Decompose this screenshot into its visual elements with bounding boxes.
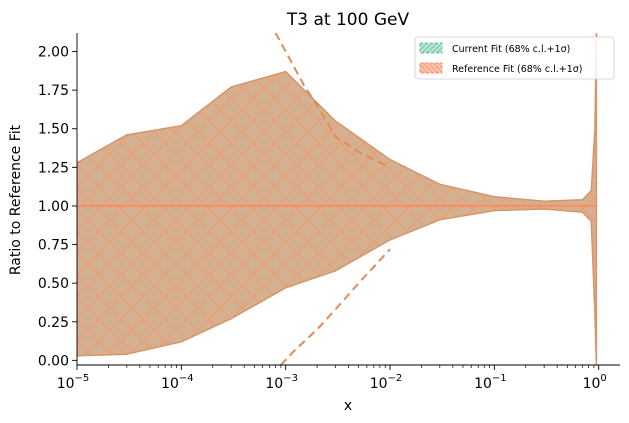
reference-fit-band-hatch [77, 33, 597, 365]
legend-frame [414, 36, 615, 80]
y-tick-label: 1.25 [38, 160, 69, 176]
legend-swatch-reference-hatch [420, 63, 442, 73]
y-tick-label: 2.00 [38, 45, 69, 61]
legend-label-reference: Reference Fit (68% c.l.+1σ) [452, 64, 583, 75]
y-tick-label: 1.75 [38, 83, 69, 99]
legend: Current Fit (68% c.l.+1σ) Reference Fit … [414, 36, 615, 80]
plot-area [77, 33, 598, 365]
reference-fit-lower-dashed [280, 248, 391, 365]
legend-swatch-current-hatch [420, 43, 442, 53]
y-tick-label: 0.75 [38, 238, 69, 254]
y-tick-label: 0.50 [38, 276, 69, 292]
x-axis-label: x [344, 398, 352, 414]
x-tick-label: 10−3 [265, 373, 298, 392]
x-tick-label: 10−1 [474, 373, 507, 392]
x-tick-label: 10−2 [370, 373, 403, 392]
x-tick-label: 10−5 [57, 373, 90, 392]
chart-title: T3 at 100 GeV [286, 10, 410, 30]
y-tick-label: 1.50 [38, 122, 69, 138]
y-axis-label: Ratio to Reference Fit [8, 124, 24, 275]
x-tick-label: 100 [583, 373, 607, 392]
legend-label-current: Current Fit (68% c.l.+1σ) [452, 44, 570, 55]
reference-fit-upper-dashed [274, 33, 391, 169]
y-axis-ticks: 0.00 0.25 0.50 0.75 1.00 1.25 1.50 1.75 2.00 [38, 45, 77, 369]
y-tick-label: 0.00 [38, 353, 69, 369]
x-axis-ticks: 10−5 10−4 10−3 10−2 10−1 100 [57, 365, 607, 392]
x-tick-label: 10−4 [161, 373, 194, 392]
y-tick-label: 1.00 [38, 199, 69, 215]
y-tick-label: 0.25 [38, 315, 69, 331]
